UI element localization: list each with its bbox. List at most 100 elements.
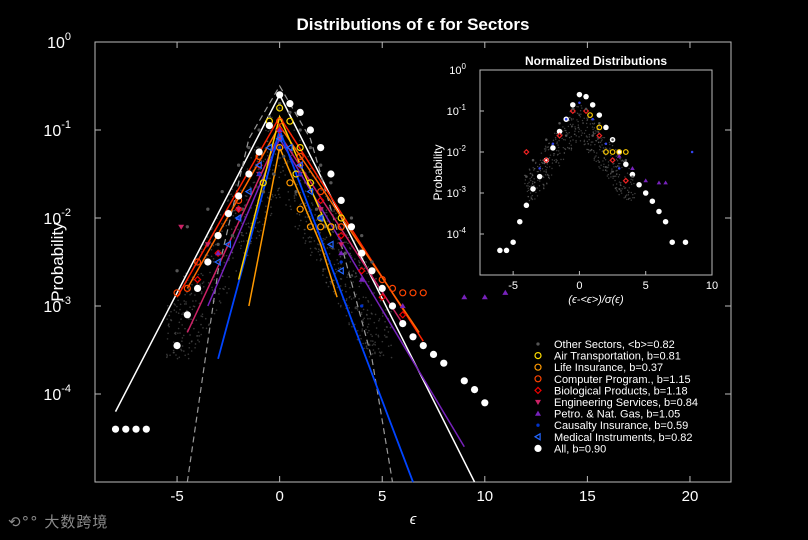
data-point [298,172,302,176]
data-point [338,242,345,248]
inset-cloud-dot [534,181,536,183]
cloud-dot [343,241,346,244]
cloud-dot [390,344,392,347]
data-point [254,161,262,170]
data-point [204,258,212,266]
cloud-dot [237,228,239,231]
cloud-dot [322,237,324,240]
cloud-dot [363,317,365,320]
cloud-dot [279,196,281,199]
cloud-dot [328,207,331,209]
inset-cloud-dot [608,149,610,151]
inset-data-point [531,158,535,162]
cloud-dot [313,240,316,242]
inset-cloud-dot [598,161,600,163]
inset-cloud-dot [543,170,545,172]
inset-cloud-dot [618,193,620,196]
inset-cloud-dot [603,163,605,165]
cloud-dot [368,343,371,346]
cloud-dot [347,242,349,245]
fit-line-1 [186,84,394,483]
inset-data-point [656,180,662,185]
cloud-dot [379,352,382,355]
inset-series-3 [587,112,629,155]
cloud-dot [270,212,273,215]
inset-cloud-dot [592,128,594,131]
cloud-dot [225,224,228,227]
inset-cloud-dot [583,132,586,135]
legend-label: Engineering Services, b=0.84 [554,397,698,409]
inset-cloud-dot [620,184,622,187]
inset-cloud-dot [589,150,591,152]
inset-cloud-dot [555,132,558,135]
inset-cloud-dot [602,136,604,139]
data-point [275,126,284,134]
cloud-dot [338,251,341,253]
inset-series-1 [538,101,694,170]
inset-cloud-dot [548,142,550,145]
cloud-dot [322,268,325,271]
inset-cloud-dot [630,183,633,185]
cloud-dot [205,327,208,330]
data-point [358,276,365,282]
inset-cloud-dot [533,169,535,171]
cloud-dot [309,159,312,162]
cloud-dot [310,236,313,239]
inset-cloud-dot [598,166,600,168]
inset-cloud-dot [527,189,530,192]
inset-cloud-dot [598,126,600,128]
inset-data-point [578,101,581,105]
legend-marker [534,386,542,395]
cloud-dot [170,310,172,313]
data-point [230,233,235,238]
inset-data-point [649,198,656,204]
cloud-dot [345,241,347,243]
data-point [461,294,468,300]
inset-data-point [624,158,628,162]
data-point [306,223,315,231]
inset-x-tick-label: 0 [576,280,582,292]
cloud-dot [326,220,329,223]
cloud-dot [257,168,260,171]
cloud-dot [212,244,215,247]
cloud-dot [255,146,258,149]
cloud-dot [224,286,227,288]
cloud-dot [337,267,340,270]
cloud-dot [244,194,247,197]
x-tick-label: 5 [378,488,386,505]
cloud-dot [286,160,289,162]
legend-item: Engineering Services, b=0.84 [535,397,698,409]
cloud-dot [371,344,374,346]
cloud-dot [371,335,373,338]
data-point [317,223,325,231]
inset-cloud-dot [561,137,563,140]
inset-cloud-dot [553,154,555,157]
inset-cloud-dot [626,172,629,174]
inset-cloud-dot [611,144,614,147]
inset-cloud-dot [615,148,617,151]
cloud-dot [167,332,169,335]
data-point [481,399,489,407]
inset-cloud-dot [551,167,553,170]
cloud-dot [337,302,340,305]
data-point [337,223,345,231]
inset-cloud-dot [618,174,621,176]
inset-cloud-dot [578,114,580,117]
cloud-dot [185,301,187,303]
cloud-dot [184,354,186,357]
inset-cloud-dot [623,197,625,199]
cloud-dot [168,314,171,317]
data-point [306,126,315,134]
cloud-dot [360,282,362,284]
inset-data-point [609,157,616,164]
inset-cloud-dot [571,125,574,127]
data-point [204,242,211,248]
inset-cloud-dot [533,184,535,187]
inset-cloud-dot [616,154,619,156]
cloud-dot [241,222,243,224]
cloud-dot [348,247,351,249]
cloud-dot [371,340,374,342]
data-point [296,152,304,160]
cloud-dot [253,149,256,151]
data-point [337,214,345,222]
